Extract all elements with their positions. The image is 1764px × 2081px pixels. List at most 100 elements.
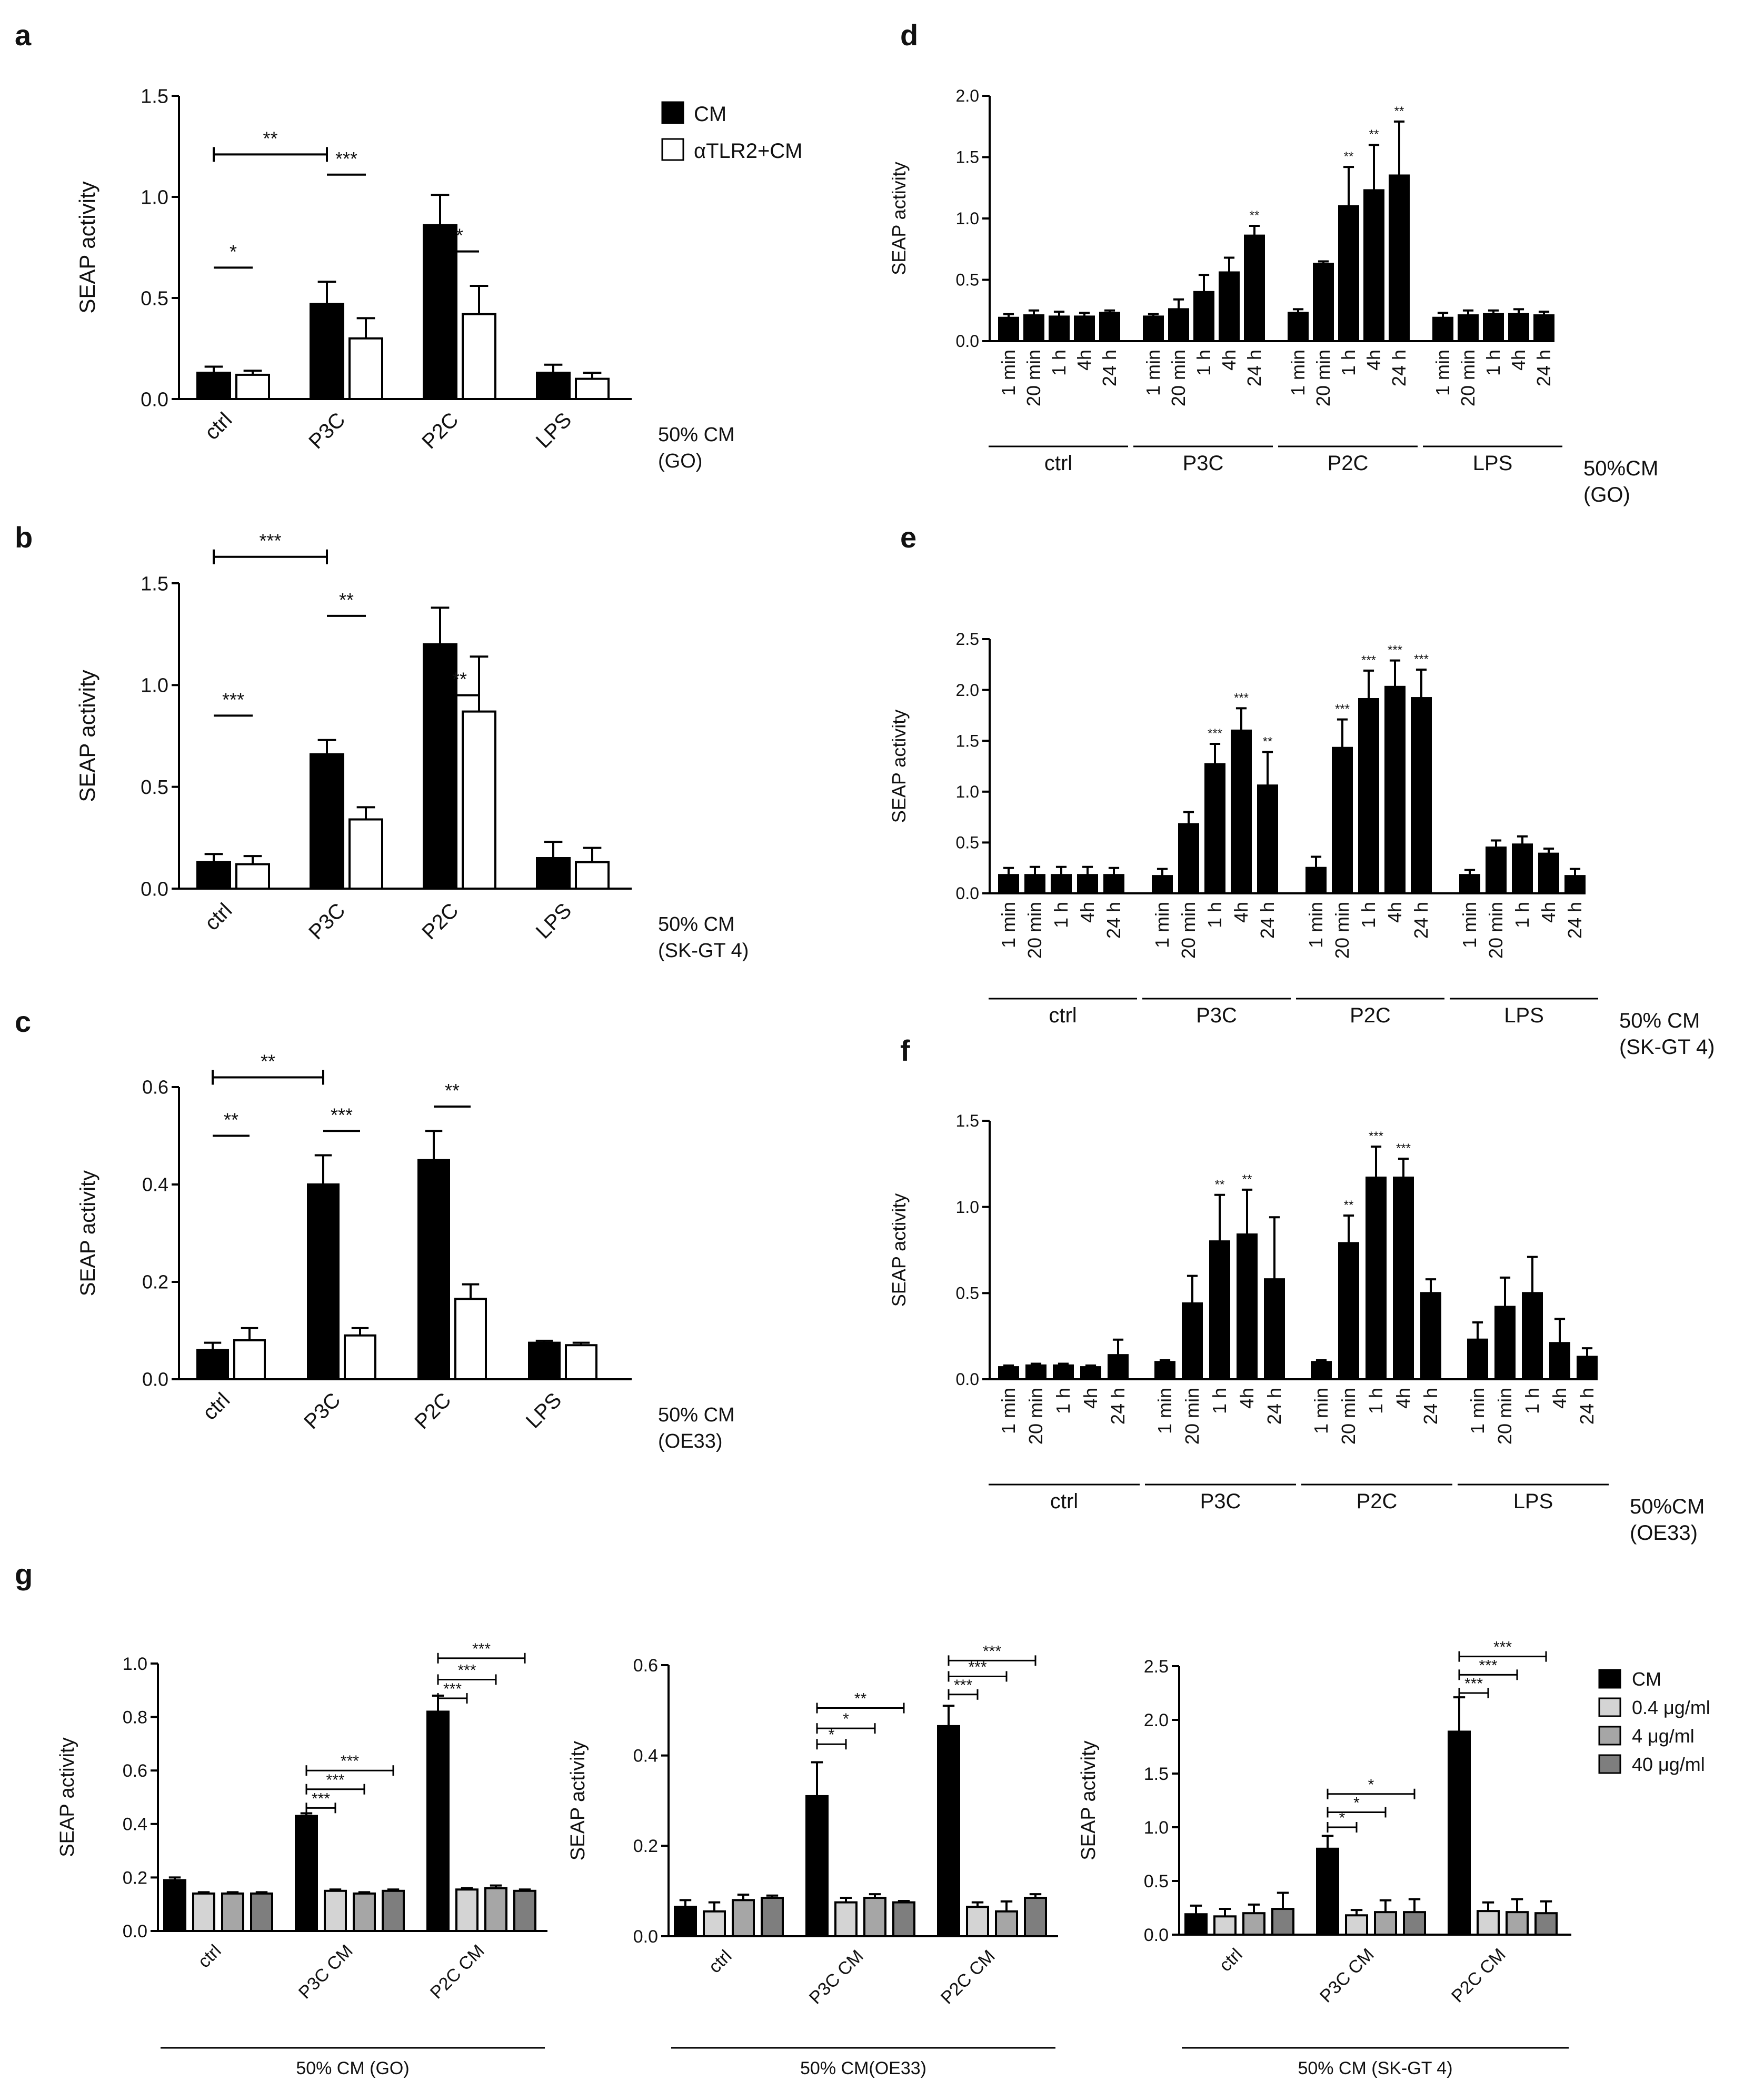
sig-star-f: ** [1344,1198,1354,1212]
bar-c-tlr2 [565,1344,597,1380]
bar-f [998,1366,1019,1381]
condition-sublabel-d: (GO) [1583,483,1630,506]
legend-label-g-cm: CM [1632,1668,1661,1690]
y-tick-label-g1: 0.8 [123,1708,147,1728]
sig-label-g1: *** [341,1753,359,1770]
bar-g1-1 [324,1889,347,1933]
x-tick-label-c: P2C [410,1388,455,1433]
sig-label-g3: * [1339,1809,1346,1827]
x-tick-label-f: 24 h [1576,1388,1598,1425]
bar-e [1178,823,1199,895]
x-tick-label-g1: ctrl [194,1941,225,1972]
y-tick-label-g2: 0.2 [633,1836,658,1856]
sig-label-g1: *** [443,1680,462,1698]
panel-letter-f: f [900,1034,910,1067]
bar-g1-1 [455,1888,479,1933]
bar-d [1219,271,1240,343]
x-tick-label-f: 20 min [1025,1388,1047,1445]
x-tick-label-c: LPS [522,1388,566,1433]
sig-label-b: ** [339,589,354,611]
x-tick-label-f: 1 h [1365,1388,1387,1414]
x-tick-label-f: 24 h [1420,1388,1441,1425]
sig-star-f: *** [1396,1141,1411,1156]
x-tick-label-e: 4h [1538,902,1559,923]
x-tick-label-b: P2C [417,899,463,944]
bar-b-cm [536,857,571,890]
x-tick-label-f: 1 min [1467,1388,1488,1434]
bar-e [1103,874,1124,894]
bar-d [1099,312,1120,342]
bar-d [1313,263,1334,342]
x-tick-label-f: 4h [1392,1388,1414,1409]
bar-g2-0 [674,1906,697,1937]
bar-a-tlr2 [575,377,610,400]
y-axis-label-c: SEAP activity [76,1170,99,1296]
x-tick-label-d: 1 h [1193,350,1214,376]
x-tick-label-f: 4h [1549,1388,1570,1409]
y-tick-label-c: 0.6 [142,1077,168,1098]
condition-label-e: 50% CM [1619,1009,1700,1032]
y-tick-label-e: 1.0 [956,782,979,801]
legend-swatch-tlr2 [661,138,684,161]
sig-star-f: ** [1215,1178,1225,1192]
y-tick-label-g3: 0.5 [1144,1871,1169,1891]
group-label-e: ctrl [1049,1004,1077,1027]
bar-f [1366,1177,1387,1381]
bar-g3-2 [1374,1911,1397,1936]
y-tick-label-e: 2.0 [956,681,979,700]
panel-letter-b: b [15,521,33,554]
sig-star-e: *** [1335,702,1350,716]
legend-swatch-g-40 [1598,1754,1621,1774]
sig-star-f: *** [1369,1129,1383,1143]
bar-g1-3 [382,1889,405,1933]
bar-g1-3 [513,1889,536,1933]
x-tick-label-g2: ctrl [705,1946,736,1977]
sig-label-g2: *** [983,1642,1001,1660]
bar-a-cm [423,224,457,400]
bar-b-tlr2 [462,710,496,890]
y-tick-label-f: 1.5 [956,1111,979,1130]
y-tick-label-e: 1.5 [956,731,979,750]
y-tick-label-e: 0.0 [956,884,979,903]
bar-g3-2 [1242,1912,1265,1936]
sig-label-g3: *** [1493,1639,1512,1656]
x-tick-label-d: 24 h [1388,350,1410,386]
y-tick-label-g1: 0.2 [123,1868,147,1888]
group-label-f: P2C [1357,1490,1398,1513]
bar-d [1338,205,1359,342]
footer-label-g1: 50% CM (GO) [296,2058,409,2078]
bar-e [1257,784,1278,895]
bar-g2-1 [834,1901,858,1937]
group-label-f: P3C [1200,1490,1241,1513]
x-tick-label-g2: P2C CM [937,1946,999,2008]
legend-g: CM 0.4 μg/ml 4 μg/ml 40 μg/ml [1598,1668,1710,1775]
legend-swatch-g-cm [1598,1669,1621,1689]
sig-star-e: *** [1414,652,1429,666]
x-tick-label-a: P3C [304,408,350,453]
x-tick-label-g3: P3C CM [1316,1945,1378,2007]
bar-d [1023,314,1044,343]
sig-star-d: ** [1250,208,1260,223]
bar-b-tlr2 [348,818,383,890]
bar-c-cm [307,1183,340,1380]
x-tick-label-g3: ctrl [1215,1945,1247,1976]
x-tick-label-b: LPS [532,899,576,943]
sig-label-g3: * [1353,1794,1360,1811]
x-tick-label-a: ctrl [201,408,237,444]
sig-star-d: ** [1369,127,1379,142]
y-tick-label-d: 0.5 [956,271,979,290]
y-axis-label-d: SEAP activity [888,162,910,275]
bar-b-tlr2 [575,861,610,890]
bar-f [1108,1354,1129,1381]
bar-g3-2 [1506,1911,1529,1936]
x-tick-label-d: 1 h [1482,350,1504,376]
condition-label-d: 50%CM [1583,457,1658,480]
legend-label-tlr2: αTLR2+CM [694,140,803,163]
y-tick-label-c: 0.0 [142,1369,168,1390]
x-tick-label-e: 1 min [1151,902,1173,948]
bar-c-tlr2 [233,1339,266,1380]
bar-e [1459,874,1480,894]
bar-f [1080,1366,1101,1381]
y-tick-label-g2: 0.6 [633,1656,658,1676]
bar-b-cm [423,643,457,890]
